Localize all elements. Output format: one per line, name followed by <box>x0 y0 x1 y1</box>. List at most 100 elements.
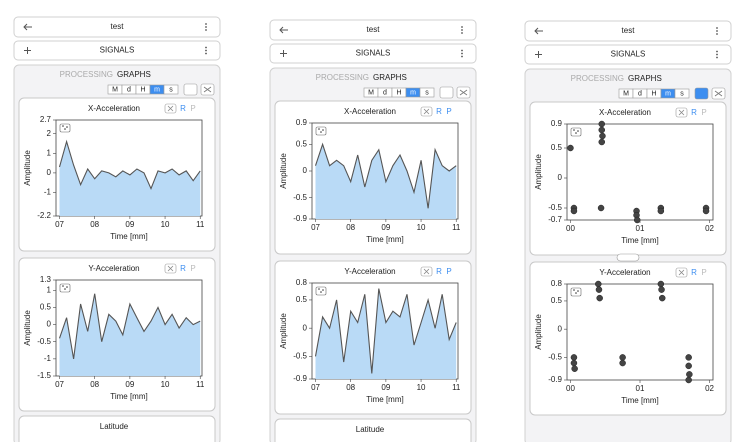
time-button-label[interactable]: H <box>651 90 656 97</box>
chart-toggle[interactable]: R <box>180 264 186 273</box>
chart-title: Y-Acceleration <box>88 264 139 273</box>
legend-icon <box>59 123 71 133</box>
y-tick-label: -1 <box>44 354 52 363</box>
y-tick-label: 0 <box>303 166 308 175</box>
chart-toggle[interactable]: R <box>691 268 697 277</box>
signal-point <box>595 286 603 293</box>
x-tick-label: 08 <box>346 383 355 392</box>
add-button[interactable] <box>535 51 542 58</box>
time-button-label[interactable]: M <box>368 89 374 96</box>
x-tick-label: 00 <box>566 384 575 393</box>
y-tick-label: -0.5 <box>548 353 562 362</box>
time-button-label[interactable]: d <box>383 89 387 96</box>
tab[interactable]: GRAPHS <box>373 73 407 82</box>
time-button-label[interactable]: d <box>638 90 642 97</box>
view-toggle[interactable] <box>183 83 198 96</box>
header-bar <box>269 19 477 41</box>
time-button[interactable] <box>674 88 690 99</box>
signal-point <box>657 280 665 288</box>
y-tick-label: 0.8 <box>551 279 563 288</box>
y-tick-label: 1.3 <box>40 275 52 284</box>
signal-point <box>597 204 605 212</box>
time-button[interactable] <box>163 84 179 95</box>
close-icon <box>423 108 430 115</box>
time-button-label[interactable]: M <box>623 90 629 97</box>
signal-point <box>570 359 578 367</box>
add-button[interactable] <box>24 47 31 54</box>
y-tick-label: 1 <box>47 285 52 294</box>
menu-dot <box>205 52 207 55</box>
chart-toggle[interactable]: P <box>446 267 451 276</box>
time-button-label[interactable]: m <box>410 89 416 96</box>
time-button-label[interactable]: M <box>112 86 118 93</box>
tab[interactable]: GRAPHS <box>628 74 662 83</box>
time-button-label[interactable]: H <box>140 86 145 93</box>
signal-point <box>686 371 693 378</box>
y-axis-label: Amplitude <box>534 314 543 350</box>
chart-toggle[interactable]: R <box>691 108 697 117</box>
x-tick-label: 02 <box>705 384 714 393</box>
view-toggle[interactable] <box>694 87 709 100</box>
back-button[interactable] <box>534 27 543 35</box>
x-tick-label: 11 <box>196 220 205 229</box>
tab[interactable]: PROCESSING <box>60 70 113 79</box>
chart-toggle[interactable]: P <box>701 268 706 277</box>
signal-point <box>685 354 692 361</box>
chart-toggle[interactable]: R <box>180 104 186 113</box>
time-button-label[interactable]: s <box>425 89 429 96</box>
time-button-label[interactable]: s <box>169 86 173 93</box>
tab[interactable]: GRAPHS <box>117 70 151 79</box>
legend-icon-dot <box>322 129 324 131</box>
chart-toggle[interactable]: R <box>436 267 442 276</box>
chart-toggle[interactable]: P <box>190 104 195 113</box>
menu-dot <box>716 27 718 29</box>
signal-line <box>314 142 457 209</box>
back-button[interactable] <box>23 23 32 31</box>
time-button-label[interactable]: s <box>680 90 684 97</box>
tab[interactable]: PROCESSING <box>571 74 624 83</box>
legend-icon-dot <box>573 129 575 131</box>
signal-line <box>58 293 201 359</box>
chart-toggle[interactable]: P <box>190 264 195 273</box>
time-button-label[interactable]: m <box>665 90 671 97</box>
x-tick-label: 11 <box>452 383 461 392</box>
legend-icon-dot <box>577 290 579 292</box>
x-tick-label: 10 <box>417 383 426 392</box>
close-icon <box>167 105 174 112</box>
signals-bar <box>269 43 477 64</box>
header-bar <box>13 16 221 38</box>
x-axis-label: Time [mm] <box>366 395 403 404</box>
signals-bar <box>13 40 221 61</box>
add-button[interactable] <box>280 50 287 57</box>
legend-icon <box>570 127 582 137</box>
time-button-label[interactable]: m <box>154 86 160 93</box>
time-button-label[interactable]: H <box>396 89 401 96</box>
resize-handle[interactable] <box>616 253 640 262</box>
time-button[interactable] <box>419 87 435 98</box>
back-button[interactable] <box>279 26 288 34</box>
menu-dot <box>461 29 463 31</box>
legend-icon-dot <box>64 288 66 290</box>
view-toggle[interactable] <box>439 86 454 99</box>
x-axis-label: Time [mm] <box>110 392 147 401</box>
tab[interactable]: PROCESSING <box>316 73 369 82</box>
time-button-label[interactable]: d <box>127 86 131 93</box>
menu-dot <box>716 33 718 35</box>
chart-toggle[interactable]: R <box>436 107 442 116</box>
chart-toggle[interactable]: P <box>446 107 451 116</box>
signal-point <box>599 132 606 140</box>
x-tick-label: 10 <box>161 220 170 229</box>
legend-icon-dot <box>318 288 320 290</box>
legend-icon-dot <box>577 130 579 132</box>
signal-point <box>567 144 574 152</box>
signal-area <box>315 288 457 379</box>
chart-toggle[interactable]: P <box>701 108 706 117</box>
menu-dot <box>205 46 207 49</box>
menu-dot <box>716 53 718 56</box>
menu-dot <box>716 50 718 53</box>
y-axis-label: Amplitude <box>534 154 543 190</box>
next-card-title: Latitude <box>356 425 385 434</box>
legend-icon-dot <box>64 128 66 130</box>
x-tick-label: 11 <box>196 380 205 389</box>
y-axis-label: Amplitude <box>23 150 32 186</box>
